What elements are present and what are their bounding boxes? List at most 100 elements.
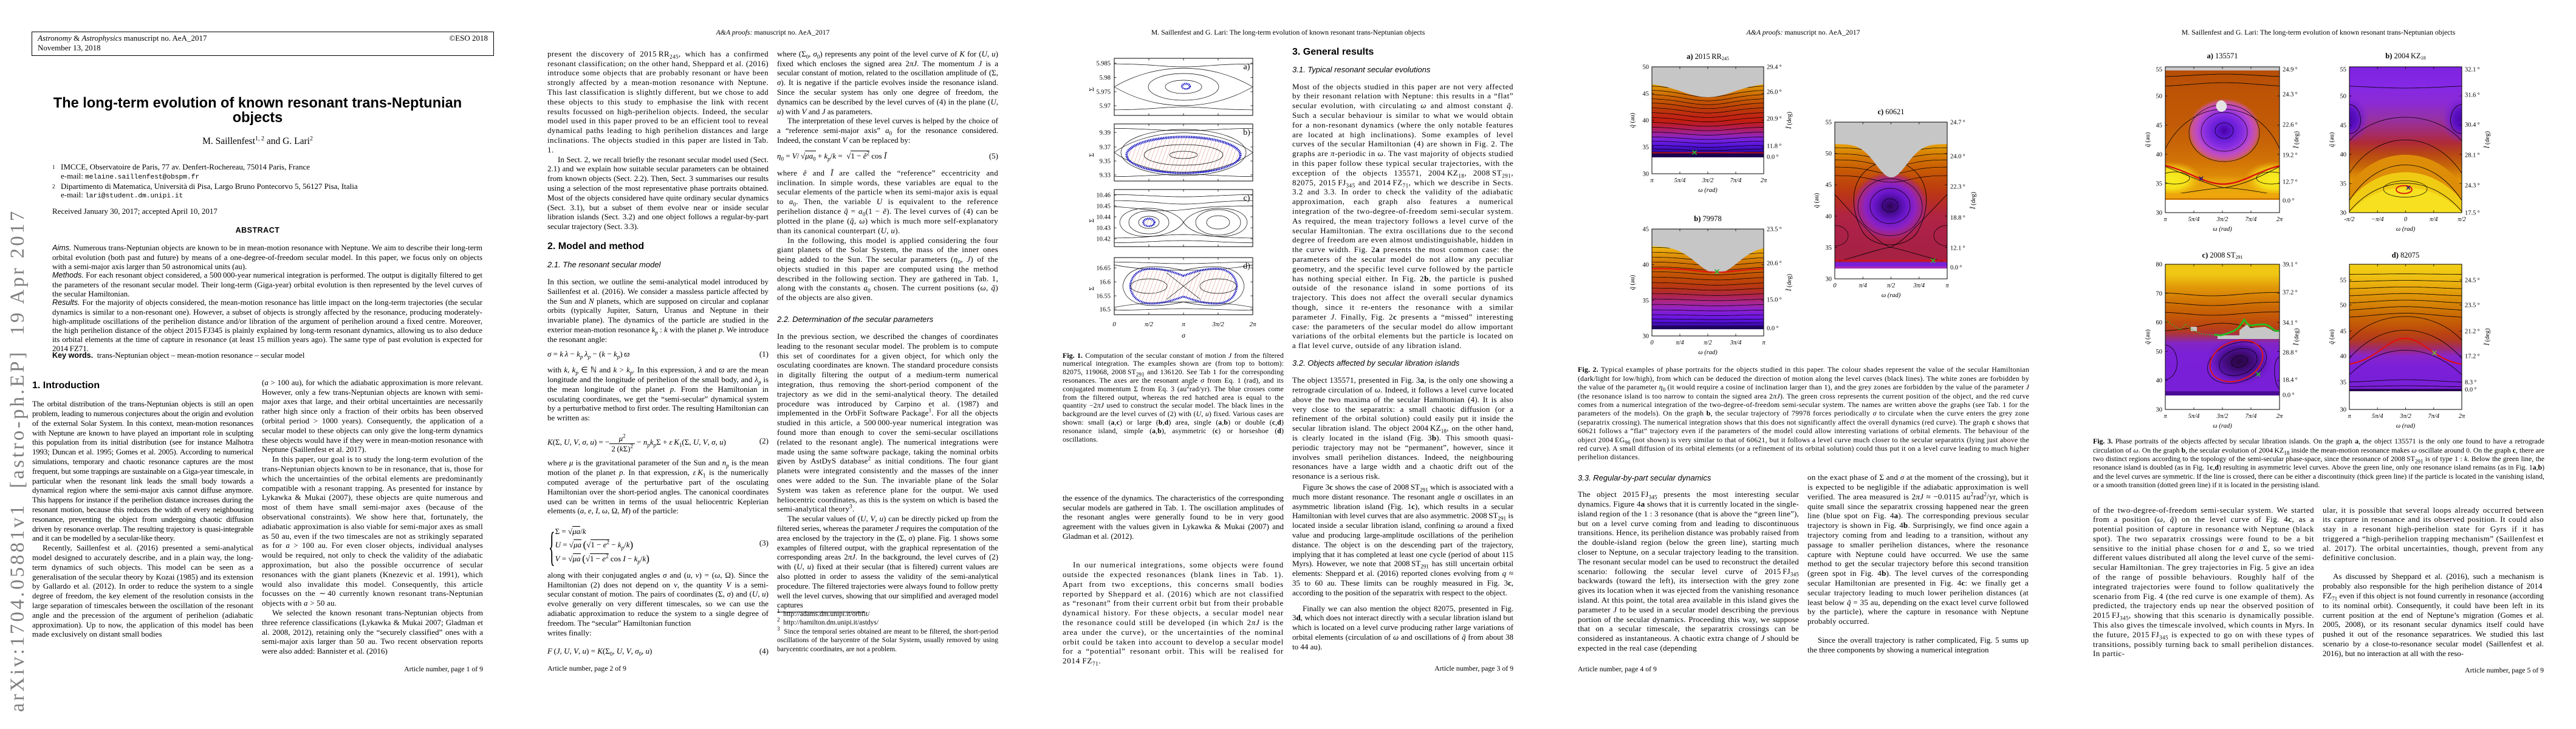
svg-text:2π: 2π — [1249, 321, 1256, 328]
svg-text:π: π — [2348, 413, 2351, 420]
svg-text:30: 30 — [2156, 210, 2163, 217]
svg-text:30: 30 — [2156, 407, 2163, 414]
svg-text:30.4 °: 30.4 ° — [2465, 122, 2480, 129]
svg-text:16.65: 16.65 — [1096, 265, 1111, 272]
svg-text:π: π — [2163, 216, 2167, 223]
svg-text:29.4 °: 29.4 ° — [1767, 64, 1782, 71]
svg-text:d): d) — [1243, 262, 1250, 271]
svg-text:24.3 °: 24.3 ° — [2283, 92, 2298, 98]
svg-text:35: 35 — [1643, 145, 1649, 151]
svg-text:Ĩ (deg): Ĩ (deg) — [1786, 273, 1793, 292]
svg-text:35: 35 — [1826, 245, 1832, 252]
svg-text:2π: 2π — [2276, 413, 2283, 420]
svg-text:45: 45 — [2340, 329, 2347, 335]
svg-text:30: 30 — [1643, 171, 1649, 178]
svg-text:20.9 °: 20.9 ° — [1767, 116, 1782, 123]
svg-text:55: 55 — [2156, 67, 2163, 74]
svg-text:5π/4: 5π/4 — [2188, 216, 2200, 223]
svg-text:π/4: π/4 — [1676, 340, 1684, 346]
svg-text:Ĩ (deg): Ĩ (deg) — [2484, 131, 2491, 149]
svg-text:55: 55 — [2340, 67, 2347, 74]
svg-text:Ĩ (deg): Ĩ (deg) — [1970, 191, 1977, 210]
svg-text:a) 135571: a) 135571 — [2207, 52, 2238, 60]
svg-text:0.0 °: 0.0 ° — [1767, 326, 1778, 332]
svg-text:24.0 °: 24.0 ° — [1950, 154, 1965, 160]
svg-text:3π/2: 3π/2 — [2216, 413, 2228, 420]
svg-text:Ĩ (deg): Ĩ (deg) — [2293, 131, 2300, 149]
svg-text:2π: 2π — [2276, 216, 2283, 223]
svg-text:3π/2: 3π/2 — [2399, 413, 2411, 420]
svg-text:0: 0 — [2404, 216, 2408, 223]
svg-text:8.3 °: 8.3 ° — [2465, 380, 2476, 386]
svg-text:40: 40 — [1826, 213, 1832, 220]
svg-text:24.3 °: 24.3 ° — [2465, 183, 2480, 190]
svg-text:39.1 °: 39.1 ° — [2283, 262, 2298, 269]
svg-text:16.6: 16.6 — [1100, 279, 1111, 286]
svg-text:45: 45 — [2340, 123, 2347, 129]
svg-text:45: 45 — [2156, 123, 2163, 129]
svg-text:15.0 °: 15.0 ° — [1767, 297, 1782, 304]
svg-text:0: 0 — [1650, 340, 1654, 346]
svg-text:π/2: π/2 — [2458, 216, 2466, 223]
svg-text:10.42: 10.42 — [1096, 236, 1111, 243]
svg-text:40: 40 — [2156, 152, 2163, 159]
svg-text:7π/4: 7π/4 — [2245, 216, 2257, 223]
svg-text:ω (rad): ω (rad) — [2213, 226, 2232, 233]
svg-text:30: 30 — [1826, 276, 1832, 283]
svg-text:32.1 °: 32.1 ° — [2465, 67, 2480, 74]
svg-text:22.3 °: 22.3 ° — [1950, 184, 1965, 191]
svg-text:5.985: 5.985 — [1096, 61, 1111, 67]
svg-text:0.0 °: 0.0 ° — [2283, 392, 2294, 399]
svg-text:q̃ (au): q̃ (au) — [1629, 275, 1636, 290]
svg-text:30: 30 — [2340, 407, 2347, 414]
svg-text:37.2 °: 37.2 ° — [2283, 290, 2298, 296]
svg-text:Σ: Σ — [1088, 153, 1095, 157]
svg-text:ω (rad): ω (rad) — [2396, 423, 2416, 430]
svg-text:35: 35 — [2156, 181, 2163, 188]
svg-text:c) 60621: c) 60621 — [1877, 108, 1904, 116]
svg-text:5π/4: 5π/4 — [2372, 413, 2383, 420]
svg-text:0.0 °: 0.0 ° — [2283, 198, 2294, 205]
svg-text:0: 0 — [1833, 282, 1837, 289]
svg-text:ω (rad): ω (rad) — [1882, 292, 1901, 299]
svg-text:16.5: 16.5 — [1100, 307, 1111, 313]
svg-text:19.2 °: 19.2 ° — [2283, 152, 2298, 159]
svg-text:18.4 °: 18.4 ° — [2283, 377, 2298, 384]
svg-text:7π/4: 7π/4 — [2428, 413, 2439, 420]
svg-text:π/4: π/4 — [1859, 282, 1868, 289]
svg-text:q̃ (au): q̃ (au) — [2329, 329, 2335, 344]
svg-text:b) 2004 KZ18: b) 2004 KZ18 — [2385, 52, 2425, 61]
svg-text:5π/4: 5π/4 — [1674, 177, 1686, 184]
svg-text:π: π — [1650, 177, 1654, 184]
svg-text:40: 40 — [2340, 152, 2347, 159]
svg-text:Σ: Σ — [1088, 87, 1095, 91]
svg-text:35: 35 — [2340, 380, 2347, 386]
svg-text:34.1 °: 34.1 ° — [2283, 320, 2298, 327]
svg-text:50: 50 — [1643, 64, 1649, 71]
svg-text:π: π — [2163, 413, 2167, 420]
svg-text:3π/4: 3π/4 — [1913, 282, 1925, 289]
svg-text:23.5 °: 23.5 ° — [1767, 227, 1782, 233]
svg-text:3π/4: 3π/4 — [1730, 340, 1742, 346]
svg-text:31.6 °: 31.6 ° — [2465, 92, 2480, 99]
svg-text:55: 55 — [2340, 278, 2347, 284]
svg-text:c) 2008 ST291: c) 2008 ST291 — [2202, 251, 2243, 260]
svg-text:a) 2015 RR245: a) 2015 RR245 — [1687, 52, 1729, 61]
svg-text:7π/4: 7π/4 — [1730, 177, 1742, 184]
svg-text:π/4: π/4 — [2430, 216, 2438, 223]
svg-text:10.44: 10.44 — [1096, 214, 1111, 221]
svg-text:12.7 °: 12.7 ° — [2283, 179, 2298, 186]
svg-text:q̃ (au): q̃ (au) — [2145, 132, 2151, 147]
svg-text:Σ: Σ — [1088, 287, 1095, 290]
svg-text:2π: 2π — [1761, 177, 1767, 184]
svg-text:π: π — [1182, 321, 1185, 328]
svg-text:60: 60 — [2156, 320, 2163, 326]
svg-text:ω (rad): ω (rad) — [2396, 226, 2416, 233]
svg-text:22.6 °: 22.6 ° — [2283, 122, 2298, 129]
svg-text:30: 30 — [2340, 210, 2347, 217]
svg-text:q̃ (au): q̃ (au) — [1814, 193, 1820, 208]
svg-text:Ĩ (deg): Ĩ (deg) — [2293, 328, 2300, 346]
svg-text:2π: 2π — [2459, 413, 2465, 420]
svg-text:23.5 °: 23.5 ° — [2465, 303, 2480, 309]
svg-text:24.9 °: 24.9 ° — [2283, 67, 2298, 74]
